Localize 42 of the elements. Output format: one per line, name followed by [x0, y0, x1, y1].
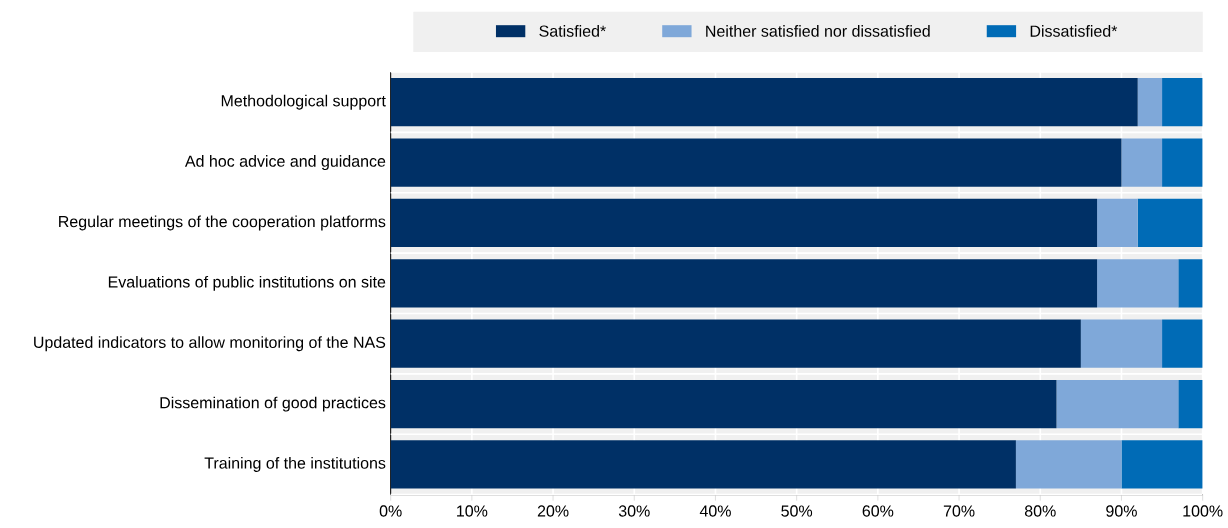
x-tick-label: 30%: [618, 505, 650, 517]
bar: [1015, 440, 1122, 489]
bar: [390, 259, 1098, 308]
x-tick-label: 20%: [537, 505, 569, 517]
bar: [1097, 259, 1179, 308]
bar: [1137, 198, 1203, 248]
bar: [390, 198, 1098, 248]
bar: [1162, 138, 1203, 187]
bar: [390, 78, 1138, 127]
x-tick-label: 70%: [943, 505, 975, 517]
legend-label: Dissatisfied*: [1030, 25, 1118, 37]
bar: [1121, 440, 1203, 489]
y-tick-label: Evaluations of public institutions on site: [108, 275, 386, 291]
bar: [390, 319, 1081, 368]
bar: [1121, 138, 1163, 187]
x-tick-label: 50%: [781, 505, 813, 517]
bar: [1080, 319, 1163, 368]
y-tick-label: Regular meetings of the cooperation platforms: [59, 215, 386, 231]
y-tick-label: Dissemination of good practices: [160, 396, 386, 412]
x-tick-label: 100%: [1183, 505, 1223, 517]
bar: [390, 138, 1122, 187]
bar: [1162, 78, 1203, 127]
x-tick-label: 80%: [1024, 505, 1056, 517]
x-tick-label: 0%: [379, 505, 402, 517]
legend-label: Satisfied*: [539, 25, 606, 37]
bar: [390, 440, 1016, 489]
bar: [1178, 379, 1203, 429]
x-tick-label: 40%: [699, 505, 731, 517]
y-tick-label: Methodological support: [221, 94, 386, 110]
y-tick-label: Updated indicators to allow monitoring of the NAS: [34, 336, 386, 352]
bar: [1178, 259, 1203, 308]
legend-label: Neither satisfied nor dissatisfied: [706, 25, 930, 37]
bar: [1097, 198, 1138, 248]
x-tick-label: 10%: [457, 505, 488, 517]
bar: [1162, 319, 1203, 368]
bar: [1137, 78, 1163, 127]
bar: [390, 379, 1057, 429]
x-tick-label: 90%: [1106, 505, 1137, 517]
y-tick-label: Training of the institutions: [204, 457, 386, 472]
bar: [1056, 379, 1179, 429]
x-tick-label: 60%: [862, 505, 894, 517]
y-tick-label: Ad hoc advice and guidance: [184, 155, 386, 171]
